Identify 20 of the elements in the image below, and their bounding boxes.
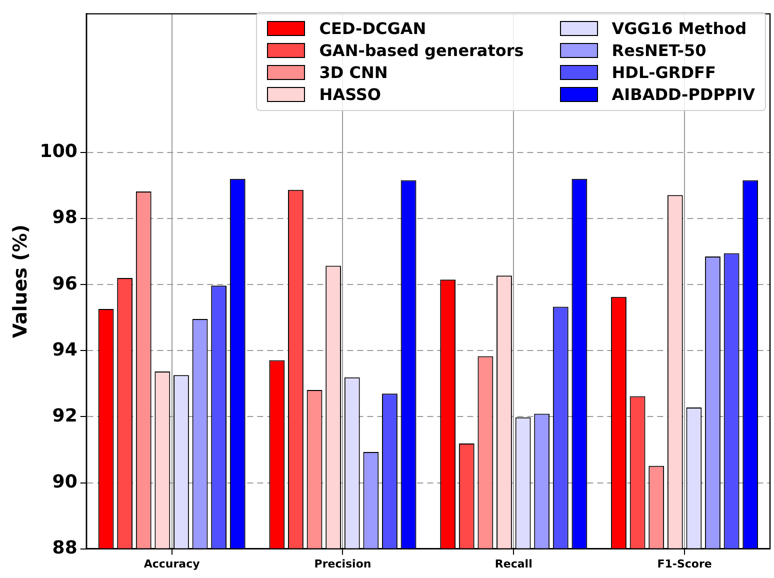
y-axis-title: Values (%) [9,224,32,338]
y-tick-label: 98 [52,207,78,228]
legend-label: AIBADD-PDPPIV [612,85,755,104]
legend-label: GAN-based generators [319,41,524,60]
legend-label: HDL-GRDFF [612,63,716,82]
y-tick-label: 88 [52,537,78,558]
x-tick-label: F1-Score [657,557,712,570]
legend-label: VGG16 Method [612,19,747,38]
legend-label: ResNET-50 [612,41,706,60]
y-tick-label: 92 [52,405,78,426]
legend-label: 3D CNN [319,63,388,82]
y-tick-label: 96 [52,273,78,294]
y-tick-label: 100 [40,141,78,162]
y-tick-label: 94 [52,339,78,360]
y-tick-label: 90 [52,471,78,492]
x-tick-label: Accuracy [144,557,200,570]
legend-label: CED-DCGAN [319,19,426,38]
legend-label: HASSO [319,85,381,104]
x-tick-label: Precision [314,557,372,570]
x-tick-label: Recall [494,557,532,570]
